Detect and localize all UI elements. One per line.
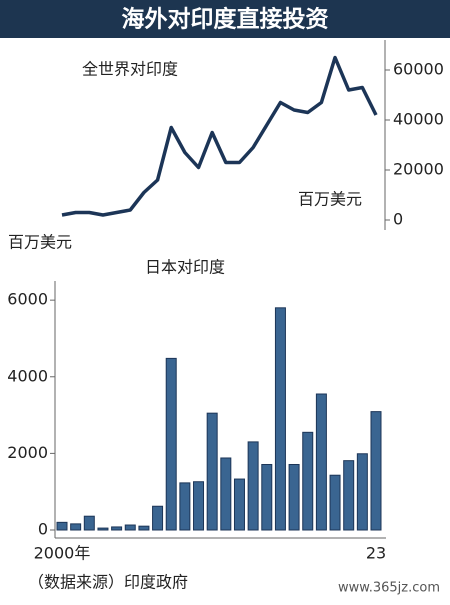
x-tick-label: 23 — [366, 544, 386, 563]
y-tick-label: 60000 — [393, 60, 444, 79]
bar — [220, 457, 232, 531]
bar — [329, 474, 341, 531]
watermark: www.365jz.com — [338, 581, 440, 596]
bar — [97, 527, 109, 531]
y-tick-label: 0 — [393, 210, 403, 229]
y-tick-label: 2000 — [7, 443, 48, 462]
source: （数据来源）印度政府 — [28, 573, 188, 592]
y-tick-label: 20000 — [393, 160, 444, 179]
bar — [83, 515, 95, 531]
bar — [356, 453, 368, 531]
bar — [111, 526, 123, 531]
bar — [233, 478, 245, 531]
bar — [206, 412, 218, 531]
bar — [179, 482, 191, 531]
bar — [247, 441, 259, 531]
title-banner — [0, 0, 450, 38]
x-tick-label: 2000年 — [34, 544, 91, 563]
line — [61, 55, 378, 217]
page-title: 海外对印度直接投资 — [122, 6, 329, 33]
line-unit: 百万美元 — [298, 190, 362, 209]
bar — [165, 357, 177, 531]
y-tick-label: 6000 — [7, 290, 48, 309]
bar — [343, 460, 355, 531]
bar — [193, 481, 205, 531]
bar — [261, 463, 273, 531]
bar — [152, 505, 164, 531]
bar — [124, 524, 136, 531]
bar-title: 日本对印度 — [145, 258, 225, 277]
y-tick-label: 4000 — [7, 366, 48, 385]
line-title: 全世界对印度 — [82, 60, 178, 79]
bar — [70, 523, 82, 531]
bar — [274, 307, 286, 531]
bar — [370, 411, 382, 531]
bar — [56, 521, 68, 531]
bar — [315, 393, 327, 531]
bar — [288, 463, 300, 531]
y-tick-label: 40000 — [393, 110, 444, 129]
bar-unit: 百万美元 — [8, 233, 72, 252]
bar — [302, 431, 314, 531]
y-tick-label: 0 — [38, 520, 48, 539]
bar — [138, 525, 150, 531]
